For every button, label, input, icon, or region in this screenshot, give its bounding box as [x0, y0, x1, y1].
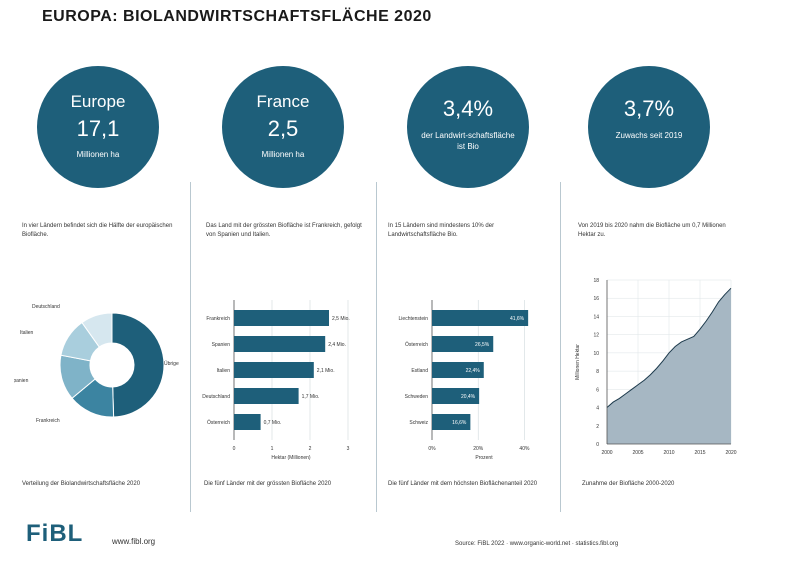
stat-circle-france: France 2,5 Millionen ha [222, 66, 344, 188]
bar [432, 388, 480, 404]
category-label: Österreich [405, 341, 428, 348]
circle-desc: der Landwirt-schaftsfläche ist Bio [421, 131, 515, 151]
y-axis-label: Millionen Hektar [575, 344, 581, 380]
chart-caption: Die fünf Länder mit der grössten Biofläc… [204, 481, 332, 487]
y-tick-label: 10 [593, 351, 599, 357]
y-tick-label: 8 [596, 369, 599, 375]
source-note: Source: FiBL 2022 · www.organic-world.ne… [455, 541, 619, 547]
x-axis-label: Prozent [475, 455, 493, 461]
website-link[interactable]: www.fibl.org [112, 537, 156, 546]
donut-label: Deutschland [32, 304, 60, 310]
chart-caption: Verteilung der Biolandwirtschaftsfläche … [22, 481, 141, 487]
value-label: 16,6% [452, 420, 467, 426]
series-line [606, 287, 732, 408]
area-chart-growth: 0 2 4 6 8 10 12 14 16 18 2000 2005 2010 2015 2020 Milli… [575, 278, 737, 456]
y-tick-label: 4 [596, 406, 599, 412]
bar [234, 336, 326, 352]
column-text: Das Land mit der grössten Biofläche ist … [206, 223, 362, 238]
chart-caption: Zunahme der Biofläche 2000-2020 [582, 481, 675, 487]
x-tick-label: 2020 [725, 450, 736, 456]
column-divider [560, 182, 561, 512]
donut-slice [111, 312, 165, 418]
value-label: 41,6% [510, 316, 525, 322]
donut-slice [81, 312, 113, 348]
category-label: Österreich [207, 419, 230, 426]
x-tick-label: 2 [309, 446, 312, 452]
area-fill [607, 288, 731, 444]
bar [234, 310, 329, 326]
x-tick-label: 2010 [663, 450, 674, 456]
value-label: 20,4% [461, 394, 476, 400]
column-text: In vier Ländern befindet sich die Hälfte… [22, 223, 173, 238]
y-tick-label: 14 [593, 314, 599, 320]
value-label: 1,7 Mio. [302, 394, 320, 400]
category-label: Schweiz [409, 420, 428, 426]
category-label: Spanien [212, 342, 231, 348]
column-text: In 15 Ländern sind mindestens 10% der La… [388, 223, 495, 238]
category-label: Schweden [405, 394, 429, 400]
x-tick-label: 20% [473, 446, 484, 452]
category-label: Deutschland [202, 394, 230, 400]
circle-value: 3,4% [442, 96, 494, 121]
circle-value: 17,1 [76, 116, 120, 141]
y-tick-label: 12 [593, 333, 599, 339]
stat-circle-share: 3,4% der Landwirt-schaftsfläche ist Bio [407, 66, 529, 188]
value-label: 2,5 Mio. [332, 316, 350, 322]
column-text: Von 2019 bis 2020 nahm die Biofläche um … [578, 223, 726, 238]
bar [432, 310, 529, 326]
x-tick-label: 3 [347, 446, 350, 452]
circle-value: 3,7% [623, 96, 675, 121]
x-tick-label: 2005 [632, 450, 643, 456]
category-label: Estland [411, 368, 428, 374]
x-tick-label: 1 [271, 446, 274, 452]
bar [432, 414, 471, 430]
y-tick-label: 6 [596, 387, 599, 393]
circle-label: Europe [70, 92, 126, 111]
donut-label: Italien [20, 330, 34, 336]
circle-desc: Zuwachs seit 2019 [615, 131, 683, 140]
donut-label: Spanien [14, 378, 29, 384]
bar-chart-share: 0% 20% 40% Liechtenstein 41,6% Österreich 26,5… [399, 300, 530, 461]
circle-unit: Millionen ha [261, 150, 305, 159]
y-tick-label: 2 [596, 424, 599, 430]
value-label: 2,1 Mio. [317, 368, 335, 374]
value-label: 22,4% [466, 368, 481, 374]
value-label: 0,7 Mio. [264, 420, 282, 426]
bar [234, 414, 261, 430]
x-tick-label: 0 [233, 446, 236, 452]
value-label: 2,4 Mio. [328, 342, 346, 348]
x-axis-label: Hektar (Millionen) [271, 455, 311, 461]
page-title: EUROPA: BIOLANDWIRTSCHAFTSFLÄCHE 2020 [42, 8, 432, 25]
donut-label: Frankreich [36, 418, 60, 424]
category-label: Liechtenstein [399, 316, 429, 322]
stat-circle-growth: 3,7% Zuwachs seit 2019 [588, 66, 710, 188]
circle-unit: Millionen ha [76, 150, 120, 159]
category-label: Italien [217, 368, 231, 374]
circle-value: 2,5 [267, 116, 299, 141]
y-tick-label: 18 [593, 278, 599, 284]
x-tick-label: 40% [519, 446, 530, 452]
bar [432, 362, 484, 378]
category-label: Frankreich [206, 316, 230, 322]
donut-label: Übrige [164, 360, 179, 367]
value-label: 26,5% [475, 342, 490, 348]
stat-circle-europe: Europe 17,1 Millionen ha [37, 66, 159, 188]
column-divider [190, 182, 191, 512]
bar [432, 336, 494, 352]
x-tick-label: 2015 [694, 450, 705, 456]
fibl-logo: FiBL [26, 520, 84, 547]
column-divider [376, 182, 377, 512]
x-tick-label: 0% [428, 446, 436, 452]
circle-label: France [256, 92, 310, 111]
y-tick-label: 0 [596, 442, 599, 448]
bar-chart-area: 0 1 2 3 Frankreich 2,5 Mio. Spanien 2,4 Mio. Ita… [202, 300, 350, 461]
chart-caption: Die fünf Länder mit dem höchsten Biofläc… [388, 481, 538, 487]
donut-chart: Übrige Frankreich Spanien Italien Deutschlan… [14, 304, 179, 424]
y-tick-label: 16 [593, 296, 599, 302]
x-tick-label: 2000 [601, 450, 612, 456]
bar [234, 388, 299, 404]
bar [234, 362, 314, 378]
